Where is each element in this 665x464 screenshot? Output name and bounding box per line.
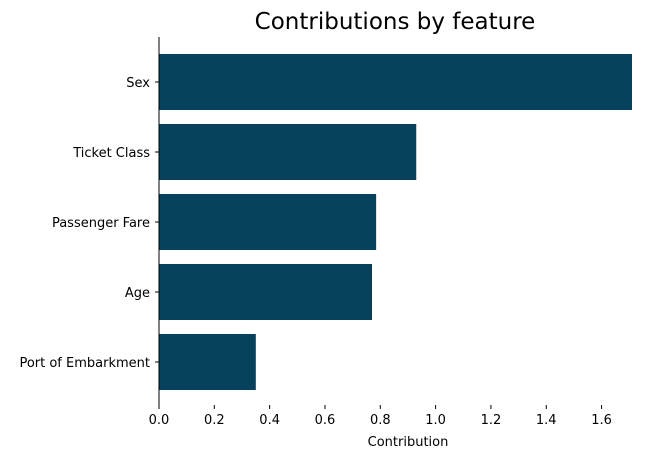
y-ticks: Sex Ticket Class Passenger Fare Age Port of … xyxy=(19,76,159,371)
bars-layer xyxy=(159,54,632,390)
x-tick-label: 0.4 xyxy=(259,413,280,428)
x-tick-label: 0.6 xyxy=(315,413,336,428)
x-tick-label: 1.4 xyxy=(536,413,557,428)
x-tick-label: 0.0 xyxy=(149,413,170,428)
x-tick-label: 1.6 xyxy=(591,413,612,428)
y-tick-label: Ticket Class xyxy=(72,146,150,161)
x-tick-label: 0.2 xyxy=(204,413,225,428)
x-tick-label: 0.8 xyxy=(370,413,391,428)
x-tick-label: 1.0 xyxy=(425,413,446,428)
bar-sex xyxy=(159,54,632,110)
y-tick-label: Port of Embarkment xyxy=(19,356,150,371)
bar-ticket-class xyxy=(159,124,417,180)
y-tick-label: Sex xyxy=(126,76,150,91)
bar-age xyxy=(159,264,372,320)
y-tick-label: Passenger Fare xyxy=(52,216,150,231)
y-tick-label: Age xyxy=(125,286,150,301)
bar-port-of-embarkment xyxy=(159,334,256,390)
x-tick-label: 1.2 xyxy=(481,413,502,428)
x-ticks: 0.0 0.2 0.4 0.6 0.8 1.0 1.2 1.4 1.6 xyxy=(149,405,612,428)
x-axis-label: Contribution xyxy=(368,435,449,450)
chart-title: Contributions by feature xyxy=(255,9,536,35)
bar-passenger-fare xyxy=(159,194,377,250)
